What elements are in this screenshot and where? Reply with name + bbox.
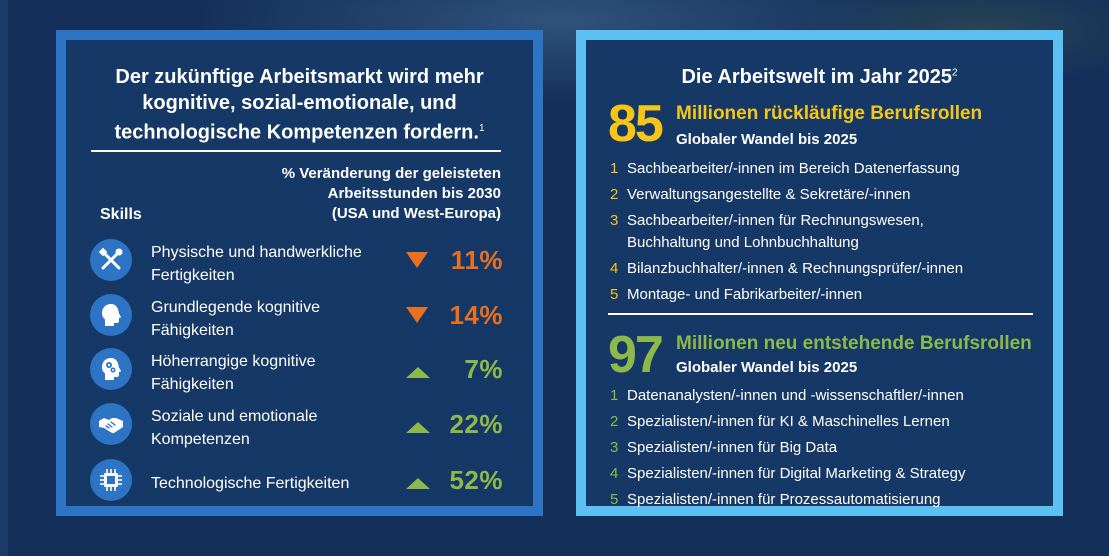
skills-panel-title: Der zukünftige Arbeitsmarkt wird mehr ko… bbox=[66, 64, 533, 146]
divider bbox=[91, 150, 501, 152]
column-header-line: (USA und West-Europa) bbox=[331, 205, 501, 222]
footnote-marker: 2 bbox=[951, 67, 958, 79]
emerging-roles-list: 1 Datenanalysten/-innen und -wissenschaft… bbox=[610, 385, 1040, 511]
skill-row-physical: Physische und handwerkliche Fertigkeiten… bbox=[66, 236, 533, 286]
list-text: Buchhaltung und Lohnbuchhaltung bbox=[627, 234, 859, 251]
skill-label-line: Technologische Fertigkeiten bbox=[151, 475, 350, 492]
list-item: 2 Spezialisten/-innen für KI & Maschinell… bbox=[610, 411, 1040, 433]
declining-title: Millionen rückläufige Berufsrollen bbox=[676, 103, 983, 124]
list-number: 4 bbox=[610, 465, 619, 482]
skill-label: Technologische Fertigkeiten bbox=[151, 472, 401, 495]
column-header-line: Arbeitsstunden bis 2030 bbox=[327, 185, 501, 202]
skill-label: Soziale und emotionale Kompetenzen bbox=[151, 405, 401, 451]
list-number: 2 bbox=[610, 413, 619, 430]
divider bbox=[608, 313, 1033, 315]
list-number: 1 bbox=[610, 387, 619, 404]
title-line: kognitive, sozial-emotionale, und bbox=[142, 92, 457, 114]
skill-value: 52% bbox=[449, 465, 503, 495]
skills-header: Skills bbox=[100, 206, 142, 223]
skill-row-higher-cognitive: Höherrangige kognitive Fähigkeiten 7% bbox=[66, 345, 533, 395]
list-text: Verwaltungsangestellte & Sekretäre/-inne… bbox=[627, 186, 911, 203]
footnote-marker: 1 bbox=[478, 123, 485, 134]
list-item: 4 Spezialisten/-innen für Digital Marketi… bbox=[610, 463, 1040, 485]
list-text: Datenanalysten/-innen und -wissenschaftl… bbox=[627, 387, 964, 404]
list-number: 1 bbox=[610, 160, 619, 177]
title-line: technologische Kompetenzen fordern.1 bbox=[114, 121, 485, 144]
increase-arrow-icon bbox=[406, 367, 430, 378]
chip-icon bbox=[90, 459, 132, 501]
edge-strip bbox=[0, 0, 8, 556]
emerging-number: 97 bbox=[608, 326, 664, 384]
emerging-subtitle: Globaler Wandel bis 2025 bbox=[676, 359, 858, 376]
skill-label-line: Soziale und emotionale bbox=[151, 408, 318, 425]
list-item: 2 Verwaltungsangestellte & Sekretäre/-inn… bbox=[610, 184, 1040, 206]
skill-row-basic-cognitive: Grundlegende kognitive Fähigkeiten 14% bbox=[66, 291, 533, 341]
title-text: Die Arbeitswelt im Jahr 2025 bbox=[681, 66, 952, 88]
skill-value: 11% bbox=[450, 245, 503, 275]
skill-row-social-emotional: Soziale und emotionale Kompetenzen 22% bbox=[66, 400, 533, 450]
column-header-line: % Veränderung der geleisteten bbox=[281, 165, 501, 182]
list-text: Spezialisten/-innen für Digital Marketin… bbox=[627, 465, 966, 482]
skill-value: 7% bbox=[464, 354, 503, 384]
list-number: 5 bbox=[610, 286, 619, 303]
skill-label: Höherrangige kognitive Fähigkeiten bbox=[151, 350, 401, 396]
skill-label-line: Fähigkeiten bbox=[151, 322, 234, 339]
list-text: Sachbearbeiter/-innen für Rechnungswesen… bbox=[627, 212, 924, 229]
list-text: Spezialisten/-innen für Prozessautomatis… bbox=[627, 491, 941, 508]
list-number: 3 bbox=[610, 212, 619, 229]
skill-value: 14% bbox=[449, 300, 503, 330]
handshake-icon bbox=[90, 403, 132, 445]
list-item: 5 Montage- und Fabrikarbeiter/-innen bbox=[610, 284, 1040, 306]
list-text: Spezialisten/-innen für Big Data bbox=[627, 439, 838, 456]
workforce-panel-title: Die Arbeitswelt im Jahr 20252 bbox=[586, 66, 1053, 89]
list-item: 3 Spezialisten/-innen für Big Data bbox=[610, 437, 1040, 459]
list-text: Sachbearbeiter/-innen im Bereich Datener… bbox=[627, 160, 960, 177]
tools-icon bbox=[90, 239, 132, 281]
list-item: 1 Sachbearbeiter/-innen im Bereich Datene… bbox=[610, 158, 1040, 180]
decrease-arrow-icon bbox=[406, 307, 428, 323]
list-item: 5 Spezialisten/-innen für Prozessautomati… bbox=[610, 489, 1040, 511]
list-item: 1 Datenanalysten/-innen und -wissenschaft… bbox=[610, 385, 1040, 407]
workforce-panel: Die Arbeitswelt im Jahr 20252 85 Million… bbox=[576, 30, 1063, 516]
list-text: Spezialisten/-innen für KI & Maschinelle… bbox=[627, 413, 950, 430]
title-line: Der zukünftige Arbeitsmarkt wird mehr bbox=[115, 66, 484, 88]
increase-arrow-icon bbox=[406, 422, 430, 433]
decrease-arrow-icon bbox=[406, 252, 428, 268]
list-text: Montage- und Fabrikarbeiter/-innen bbox=[627, 286, 863, 303]
skill-label-line: Fähigkeiten bbox=[151, 376, 234, 393]
skills-panel: Der zukünftige Arbeitsmarkt wird mehr ko… bbox=[56, 30, 543, 516]
list-item: 4 Bilanzbuchhalter/-innen & Rechnungsprüf… bbox=[610, 258, 1040, 280]
skill-label-line: Physische und handwerkliche bbox=[151, 244, 362, 261]
list-item: 3 Sachbearbeiter/-innen für Rechnungswese… bbox=[610, 210, 1040, 254]
list-text: Bilanzbuchhalter/-innen & Rechnungsprüfe… bbox=[627, 260, 964, 277]
skill-label-line: Kompetenzen bbox=[151, 431, 250, 448]
declining-subtitle: Globaler Wandel bis 2025 bbox=[676, 131, 858, 148]
skill-label-line: Grundlegende kognitive bbox=[151, 299, 321, 316]
declining-roles-list: 1 Sachbearbeiter/-innen im Bereich Datene… bbox=[610, 158, 1040, 306]
list-number: 5 bbox=[610, 491, 619, 508]
skill-value: 22% bbox=[449, 409, 503, 439]
skill-label: Grundlegende kognitive Fähigkeiten bbox=[151, 296, 401, 342]
list-number: 4 bbox=[610, 260, 619, 277]
skill-row-technological: Technologische Fertigkeiten 52% bbox=[66, 456, 533, 506]
head-gears-icon bbox=[90, 348, 132, 390]
skill-label-line: Höherrangige kognitive bbox=[151, 353, 316, 370]
emerging-title: Millionen neu entstehende Berufsrollen bbox=[676, 333, 1032, 354]
head-profile-icon bbox=[90, 294, 132, 336]
skill-label: Physische und handwerkliche Fertigkeiten bbox=[151, 241, 401, 287]
column-header: % Veränderung der geleisteten Arbeitsstu… bbox=[226, 164, 501, 224]
list-number: 2 bbox=[610, 186, 619, 203]
list-number: 3 bbox=[610, 439, 619, 456]
increase-arrow-icon bbox=[406, 478, 430, 489]
skill-label-line: Fertigkeiten bbox=[151, 267, 235, 284]
declining-number: 85 bbox=[608, 95, 664, 153]
